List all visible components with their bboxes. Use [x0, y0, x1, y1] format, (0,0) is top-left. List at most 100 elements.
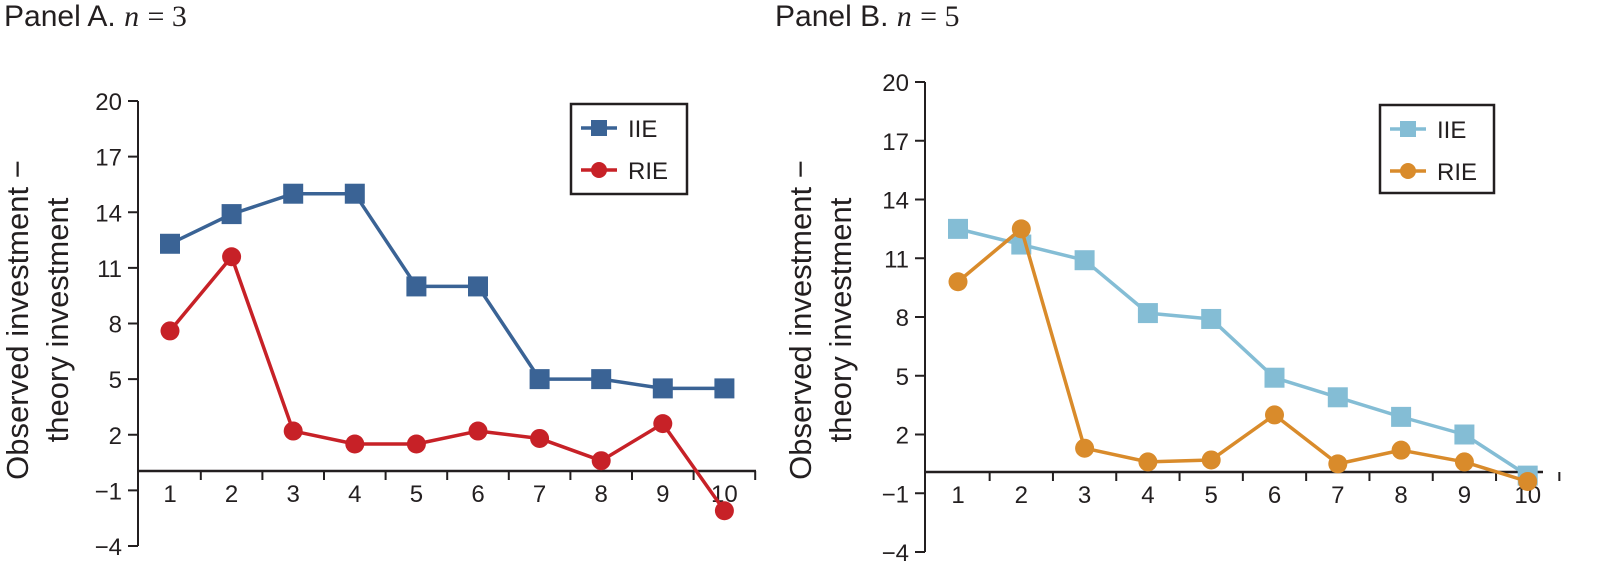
panel-b-legend-iie-label: IIE — [1437, 117, 1466, 144]
panel-a-legend-box — [569, 102, 689, 196]
panel-a-x-tick-label: 8 — [595, 481, 608, 508]
panel-a-iie-point — [221, 204, 242, 225]
panel-a-rie-point — [345, 434, 365, 454]
panel-a-legend: IIE RIE — [569, 102, 689, 196]
panel-b-y-tick-label: 11 — [884, 246, 909, 273]
panel-a-rie-point — [653, 414, 673, 434]
panel-b-label: Panel B. — [775, 0, 889, 33]
panel-a-y-tick-label: 5 — [109, 367, 122, 394]
panel-b-n-value: = 5 — [920, 0, 960, 33]
panel-b-legend-rie-swatch-marker — [1400, 163, 1416, 179]
panel-b-iie-point — [1137, 303, 1158, 324]
panel-a-iie-point — [344, 183, 365, 204]
panel-b-rie-point — [1518, 472, 1538, 491]
panel-b-x-tick-label: 7 — [1331, 482, 1344, 509]
panel-b-x-tick-label: 1 — [951, 482, 964, 509]
panel-b-legend-box — [1378, 103, 1496, 195]
panel-b-rie-point — [1328, 454, 1348, 474]
panel-a-iie-point — [406, 276, 427, 297]
panel-a-y-tick-label: −4 — [95, 534, 122, 561]
panel-a-legend-rie-swatch-marker — [591, 162, 607, 178]
panel-a-y-tick-label: 8 — [109, 312, 122, 339]
panel-b-legend-rie-label: RIE — [1437, 159, 1477, 186]
panel-a-label: Panel A. — [4, 0, 116, 33]
panel-a-x-tick-label: 6 — [471, 481, 484, 508]
panel-a-iie-point — [283, 183, 304, 204]
panel-b-iie-line — [957, 227, 1529, 478]
panel-a-iie-point — [529, 369, 550, 390]
panel-a-iie-point — [652, 378, 673, 399]
panel-b-iie-point — [1264, 367, 1285, 388]
panel-b-rie-point — [1075, 438, 1095, 458]
panel-a-rie-point — [283, 421, 303, 441]
panel-b-legend-iie-swatch-marker — [1400, 121, 1416, 137]
panel-a-x-tick-label: 2 — [225, 481, 238, 508]
panel-b-legend: IIE RIE — [1378, 103, 1496, 195]
panel-a-iie-point — [160, 233, 180, 254]
panel-a-x-tick-label: 7 — [533, 481, 546, 508]
panel-a-legend-iie-label: IIE — [628, 116, 657, 143]
panel-a-y-tick-label: 17 — [95, 145, 122, 172]
panel-b-x-tick-label: 8 — [1394, 482, 1407, 509]
panel-b-title: Panel B. n = 5 — [775, 0, 960, 34]
panel-a-x-tick-label: 9 — [656, 481, 669, 508]
panel-b-y-tick-label: −1 — [882, 481, 909, 508]
panel-a-rie-point — [530, 428, 550, 448]
panel-a-x-tick-label: 4 — [348, 481, 361, 508]
panel-b-y-axis-title-line2: theory investment — [823, 197, 858, 442]
panel-a-x-tick-label: 3 — [287, 481, 300, 508]
panel-a-rie-point — [591, 451, 611, 471]
panel-b-rie-point — [1454, 452, 1474, 472]
panel-b-y-tick-label: −4 — [882, 540, 909, 567]
panel-a-rie-point — [160, 321, 180, 341]
panel-a-rie-point — [406, 434, 426, 454]
panel-b-iie-point — [1454, 424, 1475, 445]
panel-a-y-axis-title-line2: theory investment — [40, 197, 75, 442]
panel-a-rie-point — [468, 421, 488, 441]
panel-b-y-tick-label: 8 — [896, 305, 909, 332]
panel-a-y-tick-label: 2 — [109, 423, 122, 450]
panel-a-rie-point — [714, 501, 734, 521]
panel-b-iie-point — [1201, 308, 1222, 329]
panel-a-n-symbol: n — [124, 0, 140, 33]
panel-b-rie-line — [956, 227, 1529, 484]
panel-b-x-tick-label: 4 — [1141, 482, 1154, 509]
panel-a-y-tick-label: 20 — [95, 89, 122, 116]
panel-b-rie-point — [1391, 440, 1411, 460]
panel-b-y-tick-label: 5 — [896, 364, 909, 391]
panel-b-y-tick-label: 20 — [882, 70, 909, 97]
panel-b-rie-point — [1138, 452, 1158, 472]
panel-a-y-tick-label: 11 — [97, 256, 122, 283]
panel-a-rie-point — [222, 247, 242, 267]
panel-a-n-value: = 3 — [147, 0, 187, 33]
panel-b-y-tick-label: 17 — [882, 129, 909, 156]
panel-a-iie-point — [591, 369, 612, 390]
panel-a-iie-line — [169, 191, 725, 391]
panel-b-n-symbol: n — [896, 0, 912, 33]
panel-b-x-tick-label: 5 — [1205, 482, 1218, 509]
panel-b-iie-point — [948, 218, 968, 239]
panel-a-x-tick-label: 5 — [410, 481, 423, 508]
panel-b-y-tick-label: 2 — [896, 423, 909, 450]
panel-a-legend-iie-swatch-marker — [591, 120, 607, 136]
panel-b-x-tick-label: 9 — [1458, 482, 1471, 509]
panel-a-legend-rie-label: RIE — [628, 158, 668, 185]
panel-a-iie-point — [714, 378, 735, 399]
panel-a-rie-line — [168, 255, 726, 512]
panel-b-rie-point — [1265, 405, 1284, 425]
panel-a-y-axis-title-line1: Observed investment − — [0, 160, 35, 480]
panel-b-x-tick-label: 3 — [1078, 482, 1091, 509]
panel-a-iie-point — [468, 276, 488, 297]
panel-b-iie-point — [1074, 250, 1095, 271]
panel-b-rie-point — [948, 272, 968, 292]
panel-b-iie-point — [1391, 406, 1412, 427]
panel-a-y-tick-label: 14 — [95, 200, 122, 227]
panel-b-x-tick-label: 2 — [1015, 482, 1028, 509]
panel-b-y-axis-title-line1: Observed investment − — [783, 160, 818, 480]
panel-b-iie-point — [1327, 387, 1348, 408]
panel-a-x-tick-label: 1 — [163, 481, 176, 508]
panel-b-rie-point — [1011, 219, 1031, 239]
